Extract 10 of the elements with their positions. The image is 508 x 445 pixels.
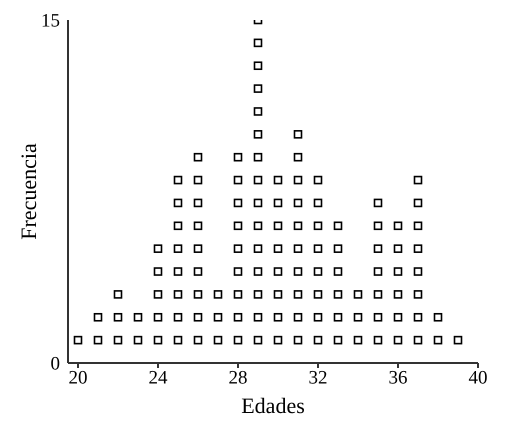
x-axis-title: Edades [241, 393, 305, 418]
x-tick-label: 24 [148, 367, 168, 388]
x-tick-label: 36 [388, 367, 408, 388]
x-tick-label: 28 [228, 367, 248, 388]
y-tick-label: 0 [50, 354, 60, 375]
x-tick-label: 32 [308, 367, 328, 388]
y-axis-title: Frecuencia [16, 143, 41, 240]
y-tick-label: 15 [41, 10, 60, 32]
x-tick-label: 20 [68, 367, 88, 388]
x-tick-label: 40 [468, 367, 488, 388]
